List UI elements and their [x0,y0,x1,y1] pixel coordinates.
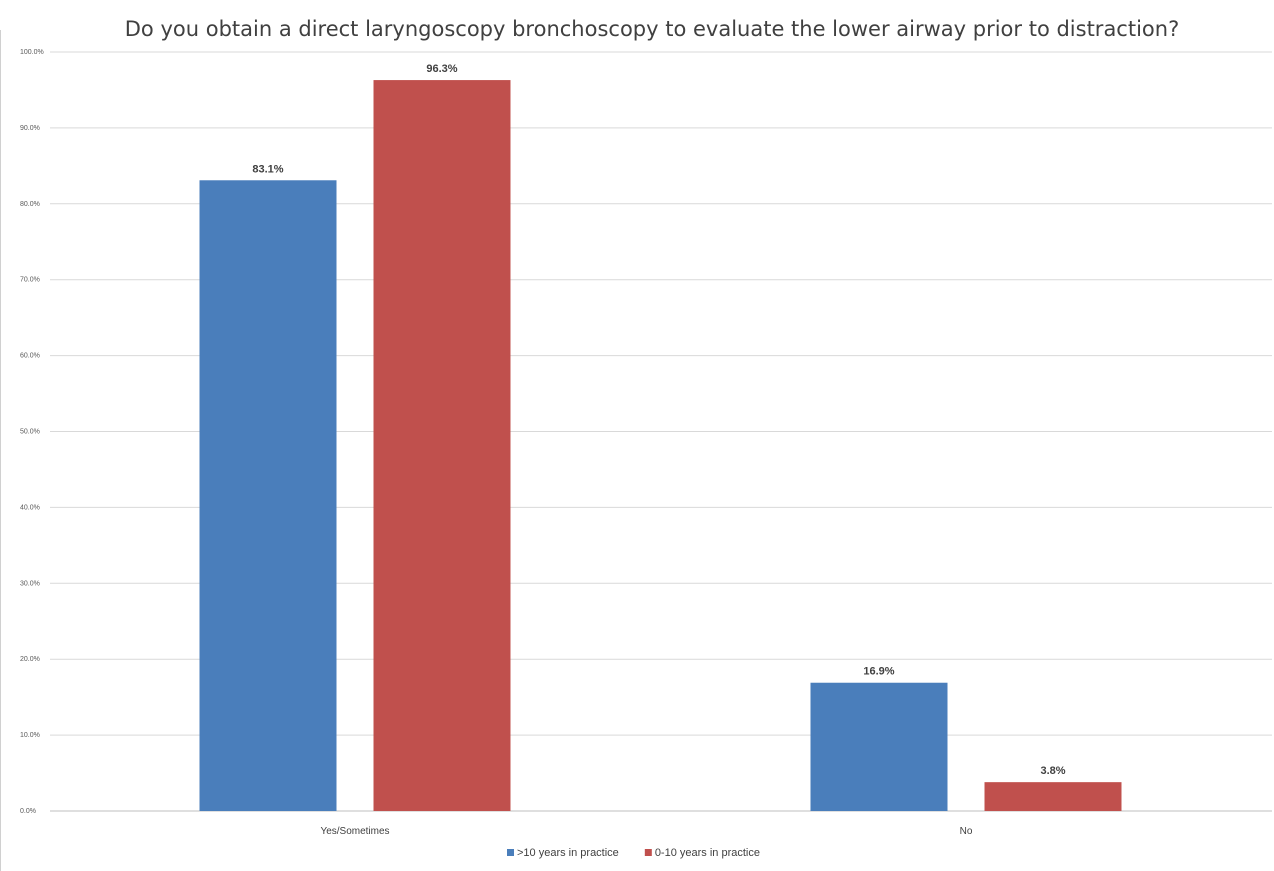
y-tick-label: 50.0% [20,429,40,436]
x-category-label: Yes/Sometimes [320,826,389,837]
y-tick-label: 0.0% [20,808,36,815]
data-labels: 83.1% 96.3% 16.9% 3.8% [252,63,1065,777]
data-label: 96.3% [426,63,457,75]
y-tick-label: 10.0% [20,732,40,739]
y-tick-label: 100.0% [20,49,44,56]
y-tick-label: 80.0% [20,201,40,208]
bar [373,80,511,811]
y-tick-label: 70.0% [20,277,40,284]
y-tick-label: 90.0% [20,125,40,132]
x-category-label: No [960,826,973,837]
chart-border [0,30,1,871]
y-tick-label: 40.0% [20,504,40,511]
chart-title: Do you obtain a direct laryngoscopy bron… [125,17,1179,41]
data-label: 3.8% [1040,765,1065,777]
y-tick-label: 30.0% [20,580,40,587]
x-axis-categories: Yes/Sometimes No [320,826,972,837]
y-tick-label: 20.0% [20,656,40,663]
legend-label: >10 years in practice [517,847,619,859]
data-label: 16.9% [863,666,894,678]
bars [199,80,1122,811]
bar [810,682,948,811]
y-tick-label: 60.0% [20,353,40,360]
y-axis-ticks: 0.0% 10.0% 20.0% 30.0% 40.0% 50.0% 60.0% 70.0% 8… [20,49,44,815]
legend: >10 years in practice 0-10 years in pract… [507,847,760,859]
legend-swatch [507,849,514,856]
data-label: 83.1% [252,163,283,175]
bar [199,180,337,811]
legend-swatch [644,849,652,856]
legend-label: 0-10 years in practice [655,847,760,859]
bar [984,782,1122,811]
